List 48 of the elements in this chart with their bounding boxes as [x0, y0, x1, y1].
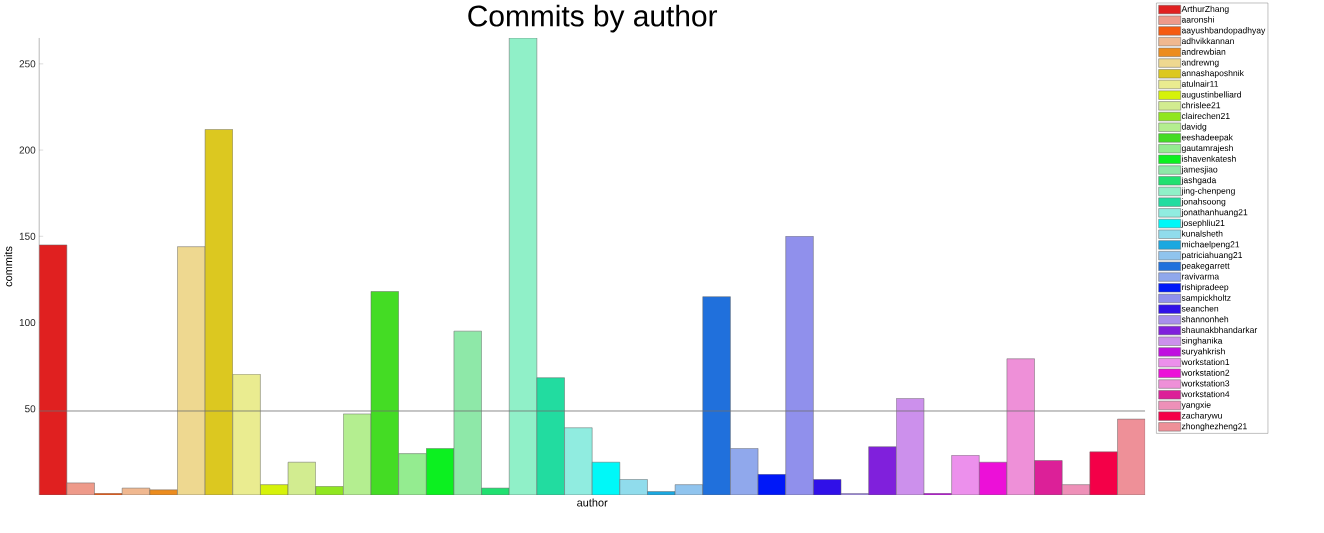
legend-label: workstation4 [1181, 390, 1230, 398]
legend-label: jashgada [1181, 176, 1217, 185]
legend-label: singhanika [1181, 337, 1223, 346]
y-tick-label: 150 [19, 232, 36, 240]
legend-label: zacharywu [1181, 412, 1222, 421]
y-tick-label: 50 [25, 405, 36, 413]
legend-label: jonahsoong [1181, 198, 1226, 207]
legend-label: augustinbelliard [1181, 91, 1241, 100]
legend-label: jing-chenpeng [1181, 187, 1235, 196]
legend-label: rishipradeep [1182, 283, 1229, 292]
y-tick-label: 200 [19, 146, 36, 154]
legend-label: clairechen21 [1181, 112, 1230, 119]
legend-label: seanchen [1181, 305, 1219, 312]
legend-label: suryahkrish [1181, 348, 1225, 357]
legend-label: ravivarma [1182, 273, 1220, 280]
legend-label: adhvikkannan [1181, 37, 1234, 45]
legend-label: jamesjiao [1181, 166, 1218, 175]
legend-label: atulnair11 [1181, 80, 1219, 87]
y-axis-title: commits [4, 246, 13, 287]
legend-label: gautamrajesh [1181, 144, 1233, 153]
legend-label: ArthurZhang [1181, 5, 1229, 14]
legend-label: peakegarrett [1182, 262, 1230, 271]
legend-label: aaronshi [1181, 16, 1214, 23]
legend-label: michaelpeng21 [1182, 241, 1240, 250]
legend-label: patriciahuang21 [1182, 251, 1243, 260]
legend-label: andrewbian [1181, 48, 1226, 55]
x-axis-title: author [577, 498, 608, 507]
legend-label: davidg [1181, 123, 1207, 132]
legend-label: workstation3 [1181, 380, 1230, 387]
legend-label: workstation1 [1181, 358, 1230, 366]
legend-label: annashaposhnik [1181, 69, 1244, 78]
legend-label: shaunakbhandarkar [1181, 326, 1258, 333]
legend-label: zhonghezheng21 [1181, 423, 1247, 431]
y-tick-label: 100 [19, 319, 36, 327]
legend-label: yangxie [1181, 401, 1211, 410]
legend-label: eeshadeepak [1181, 134, 1233, 143]
legend-label: shannonheh [1181, 316, 1229, 323]
legend-label: kunalsheth [1182, 230, 1223, 237]
legend-label: workstation2 [1181, 369, 1230, 376]
legend-label: ishavenkatesh [1182, 155, 1236, 162]
legend-label: andrewng [1181, 59, 1219, 68]
legend-label: sampickholtz [1181, 294, 1231, 303]
legend-label: aayushbandopadhyay [1181, 27, 1266, 36]
legend-label: chrislee21 [1181, 102, 1221, 109]
legend-label: josephliu21 [1181, 219, 1225, 228]
y-tick-label: 250 [19, 60, 36, 68]
legend-label: jonathanhuang21 [1181, 209, 1248, 217]
chart-title: Commits by author [468, 4, 718, 33]
